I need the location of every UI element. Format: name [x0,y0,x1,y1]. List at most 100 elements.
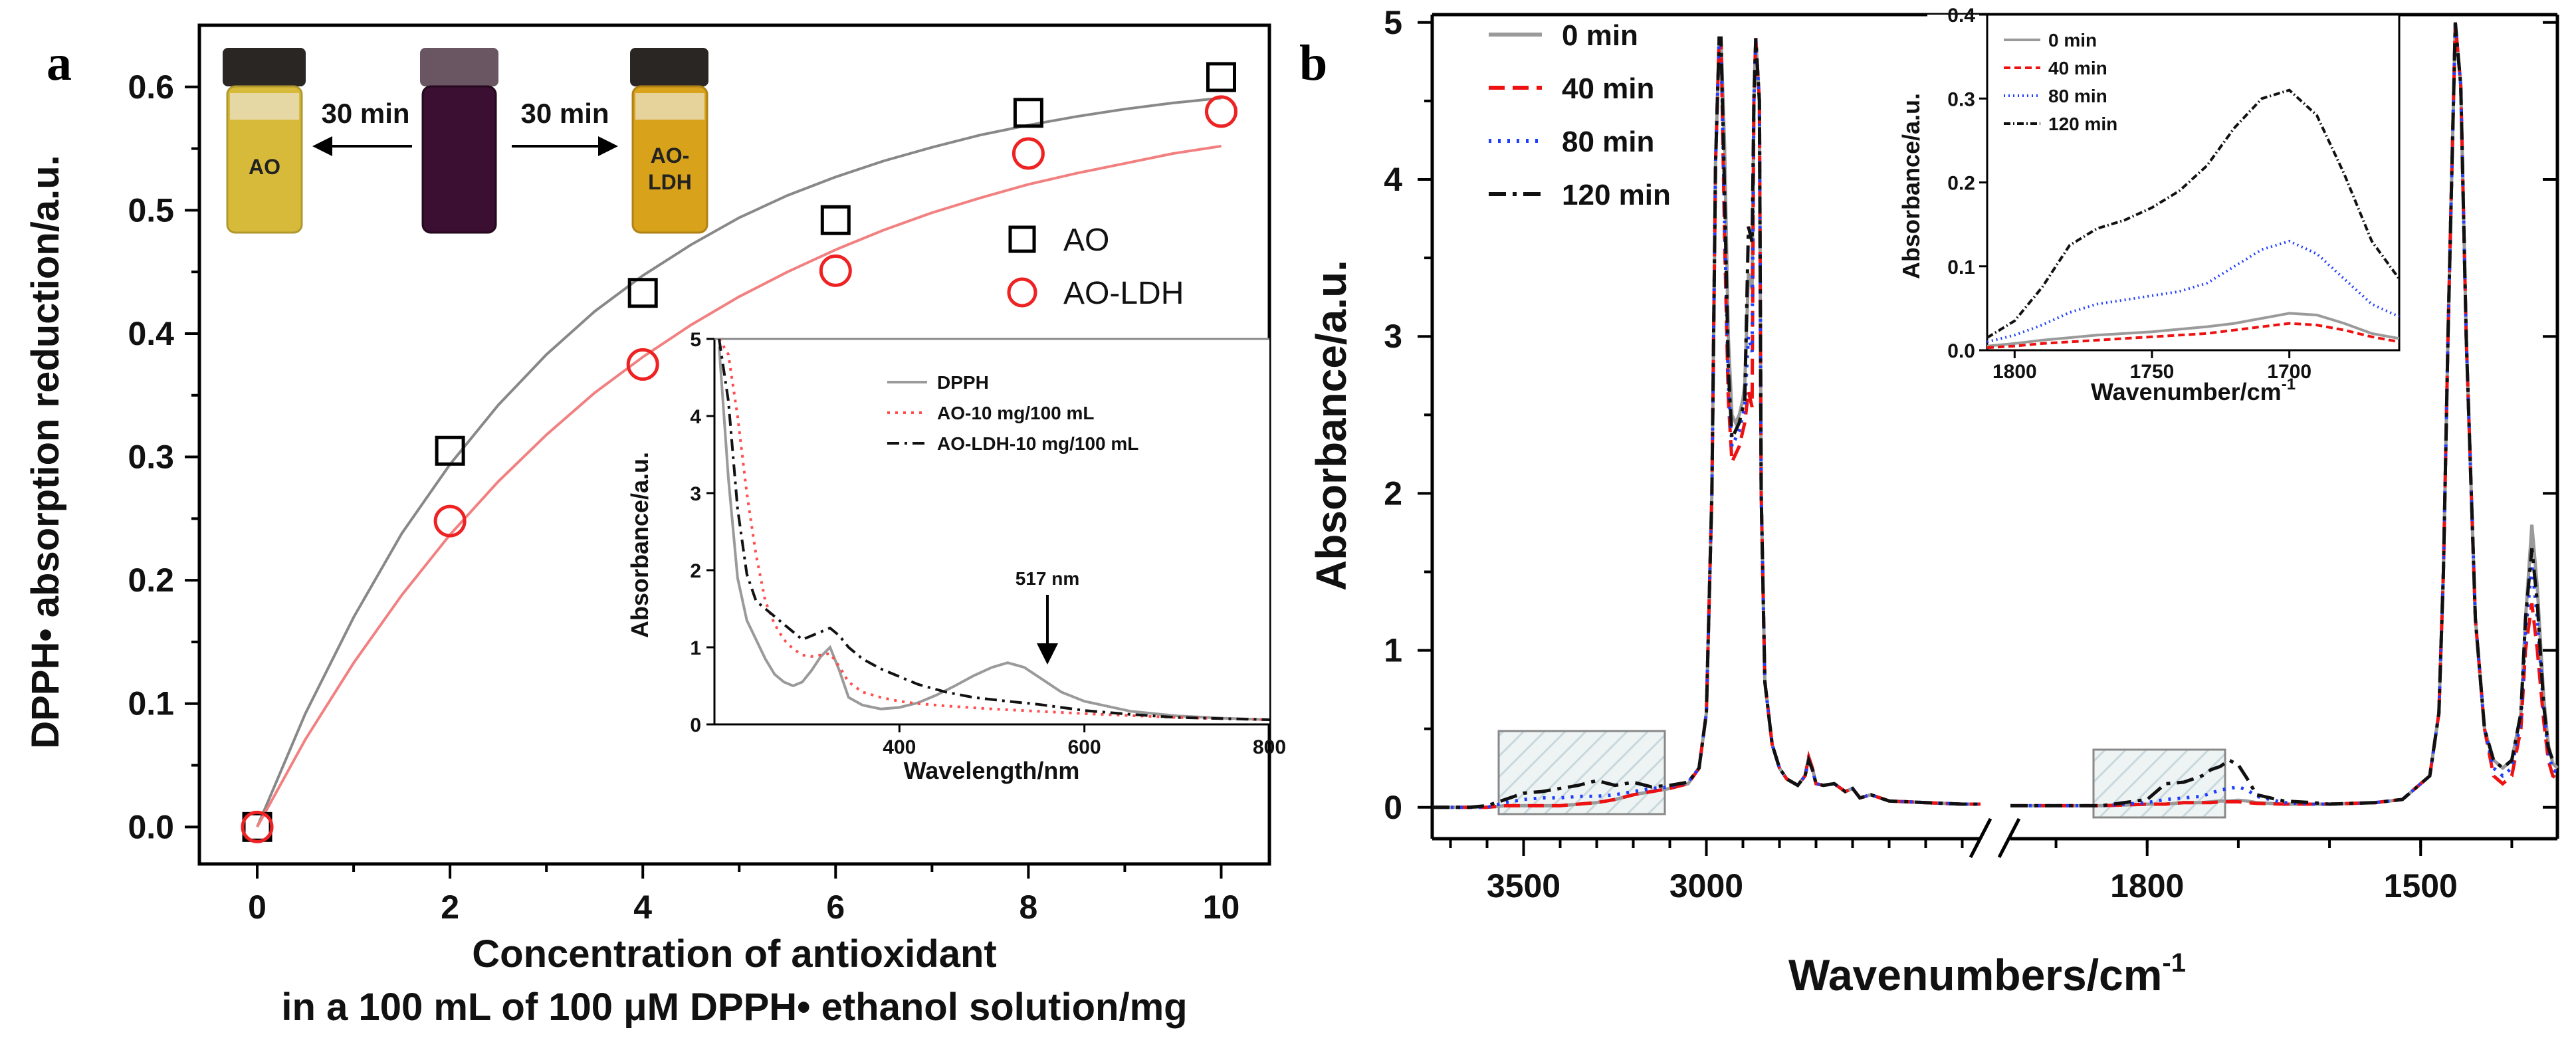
inset-a-annotation: 517 nm [1016,568,1080,589]
panel-b-x-ticks: 3500 3000 1800 1500 [1449,839,2514,904]
ai-y-tick-label-4: 4 [690,406,701,428]
b-legend-label-0: 0 min [1562,19,1638,52]
a-marker-ao-2 [627,278,658,308]
a-y-tick-label-4: 0.4 [128,315,174,352]
b-y-tick-label-2: 2 [1384,475,1402,512]
a-y-tick-label-0: 0.0 [128,808,174,845]
bi-x-tick-label-1: 1750 [2130,361,2175,383]
inset-a-lines [718,338,1270,721]
bi-line-1 [1986,322,2400,350]
b-y-tick-label-4: 4 [1384,161,1402,198]
panel-b: b 0 1 2 3 4 5 3500 3000 1800 1500 Absorbance/a.u… [1299,4,2559,1000]
panel-a: a 0.00.10.20.30.40.50.6 0 2 4 6 8 10 DPPH• ab… [24,23,1286,1029]
a-x-tick-label-5: 10 [1203,889,1240,926]
legend-ao-ldh-label: AO-LDH [1063,276,1184,311]
b-y-tick-label-0: 0 [1384,789,1402,826]
a-x-tick-label-3: 6 [826,889,845,926]
bi-legend-label-2: 80 min [2048,86,2107,106]
panel-b-y-axis-label: Absorbance/a.u. [1307,260,1355,591]
panel-a-x-axis-label-line1: Concentration of antioxidant [472,932,996,976]
arrow-left-label: 30 min [321,98,409,129]
a-marker-ao-ldh-0 [241,810,274,843]
a-marker-ao-5 [1206,62,1236,92]
bi-legend-label-0: 0 min [2048,30,2097,51]
panel-a-inset: 0 1 2 3 4 5 400 600 800 Absorbance/a.u. Waveleng… [626,329,1286,784]
vial-dpph [420,48,498,234]
ai-legend-label-1: AO-10 mg/100 mL [937,403,1095,423]
ai-line-2 [718,338,1270,721]
panel-a-x-ticks: 0 2 4 6 8 10 [248,864,1239,926]
a-marker-ao-3 [820,205,851,235]
b-y-tick-label-5: 5 [1384,4,1402,41]
b-line-3-seg1 [1432,36,1981,809]
inset-b-y-axis-label: Absorbance/a.u. [1897,93,1925,279]
inset-a-y-axis-label: Absorbance/a.u. [626,452,653,638]
a-marker-ao-ldh-2 [626,348,659,381]
panel-b-y-ticks: 0 1 2 3 4 5 [1384,4,2557,826]
a-marker-ao-ldh-1 [433,504,467,538]
bi-y-tick-label-2: 0.2 [1947,173,1975,195]
vial-ao-ldh-label-1: AO- [651,144,690,167]
a-x-tick-label-2: 4 [633,889,652,926]
bi-legend-label-1: 40 min [2048,58,2107,78]
ai-y-tick-label-5: 5 [690,329,701,351]
ai-line-0 [718,346,1270,721]
a-x-tick-label-1: 2 [441,889,459,926]
a-marker-ao-ldh-4 [1012,137,1045,170]
a-marker-ao-4 [1013,98,1043,128]
inset-b-legend: 0 min 40 min 80 min 120 min [2004,30,2117,134]
panel-a-x-axis-label-line2: in a 100 mL of 100 μM DPPH• ethanol solu… [281,986,1187,1029]
panel-a-y-axis-label: DPPH• absorption reduction/a.u. [24,155,67,749]
bi-x-tick-label-0: 1800 [1992,361,2037,383]
axis-break-marks [1969,817,2021,859]
bi-line-0 [1986,312,2400,348]
bi-y-tick-label-3: 0.3 [1947,88,1975,110]
arrow-right-label: 30 min [520,98,609,129]
panel-b-x-axis-label: Wavenumbers/cm-1 [1788,948,2186,1000]
inset-a-legend: DPPH AO-10 mg/100 mL AO-LDH-10 mg/100 mL [887,372,1138,454]
panel-b-label: b [1299,35,1327,91]
ai-legend-label-0: DPPH [937,372,989,393]
b-x-tick-label-0-0: 3500 [1487,867,1560,904]
b-x-tick-label-0-1: 3000 [1669,867,1743,904]
legend-ao-marker [1008,225,1036,253]
a-x-tick-label-4: 8 [1019,889,1037,926]
inset-b-x-axis-label-sup: -1 [2282,375,2296,393]
panel-b-lines [1432,22,2559,809]
arrow-left-head [312,136,332,156]
ai-legend-label-2: AO-LDH-10 mg/100 mL [937,433,1138,454]
panel-b-inset: 0.1 0.2 0.3 0.4 1800 1750 1700 0.0 Absorbance/a… [1897,5,2401,405]
a-fit-ao-ldh [256,144,1222,828]
vials-photo: AO AO- LDH 30 min 30 min [223,48,708,234]
ai-line-1 [718,338,1270,721]
inset-b-x-axis-label: Wavenumber/cm-1 [2091,375,2296,405]
a-marker-ao-ldh-5 [1204,95,1237,128]
panel-b-x-axis-label-sup: -1 [2162,948,2186,978]
bi-line-2 [1986,239,2400,344]
inset-b-lines [1986,88,2401,350]
inset-a-ticks: 0 1 2 3 4 5 400 600 800 [690,329,1286,758]
bi-y-tick-label-0: 0.0 [1947,340,1975,362]
b-x-tick-label-1-0: 1800 [2110,867,2184,904]
vial-ao-label: AO [249,155,280,179]
a-x-tick-label-0: 0 [248,889,267,926]
inset-a-annotation-arrowhead [1037,643,1058,665]
panel-b-legend: 0 min 40 min 80 min 120 min [1489,19,1671,211]
vial-ao-ldh-label-2: LDH [648,170,692,194]
ai-y-tick-label-1: 1 [690,637,701,659]
a-marker-ao-ldh-3 [819,254,852,287]
bi-y-tick-label-1: 0.1 [1947,257,1975,278]
panel-a-legend: AO AO-LDH [1007,223,1184,311]
panel-a-y-ticks: 0.0 0.1 0.2 0.3 0.4 0.5 0.6 [128,68,199,845]
arrow-right-head [598,136,618,156]
b-line-3-seg2 [2010,22,2559,807]
inset-a-x-axis-label: Wavelength/nm [904,757,1080,784]
a-marker-ao-1 [435,435,465,466]
a-y-tick-label-1: 0.1 [128,685,174,722]
panel-a-markers [241,62,1237,843]
legend-ao-label: AO [1063,223,1109,258]
ai-y-tick-label-3: 3 [690,483,701,505]
bi-y-tick-label-4: 0.4 [1947,5,1975,27]
ai-x-tick-label-2: 800 [1253,736,1286,758]
a-y-tick-label-2: 0.2 [128,562,174,599]
